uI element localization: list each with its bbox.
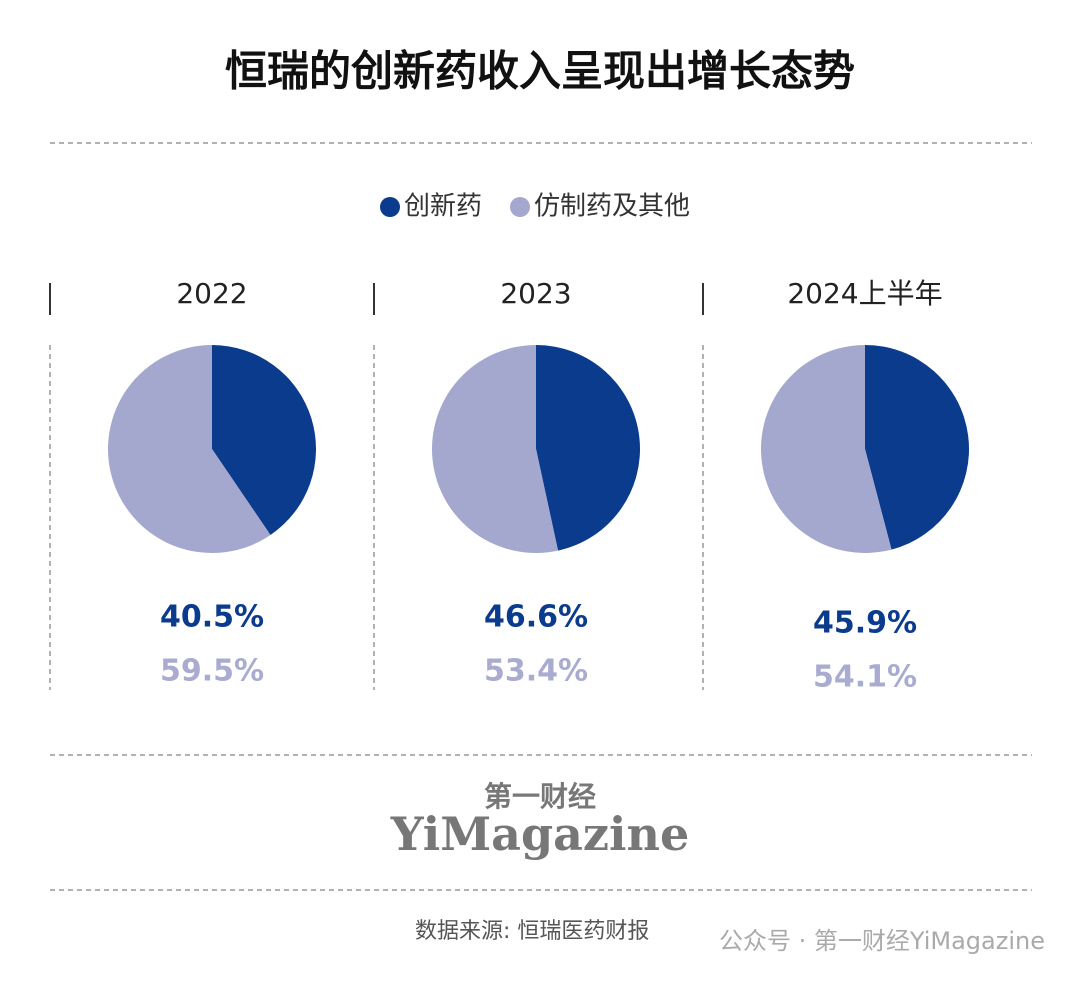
legend-marker bbox=[510, 197, 530, 217]
value-label: 53.4% bbox=[484, 654, 588, 689]
pie-slice bbox=[761, 345, 892, 553]
value-label: 45.9% bbox=[813, 606, 917, 641]
pie-slice bbox=[865, 345, 970, 550]
source: 数据来源: 恒瑞医药财报 bbox=[415, 919, 649, 944]
pie-slice bbox=[107, 345, 271, 553]
brand-name: 第一财经 bbox=[484, 780, 596, 813]
chart-title: 恒瑞的创新药收入呈现出增长态势 bbox=[225, 47, 855, 96]
brand-logo: YiMagazine bbox=[390, 807, 690, 861]
pie-title: 2022 bbox=[176, 277, 247, 310]
value-label: 46.6% bbox=[484, 600, 588, 635]
pie-slice bbox=[212, 345, 316, 536]
pie-title: 2023 bbox=[500, 277, 571, 310]
pie-title: 2024上半年 bbox=[787, 277, 942, 310]
pie-slice bbox=[431, 345, 559, 553]
legend-label: 仿制药及其他 bbox=[534, 192, 690, 222]
value-label: 59.5% bbox=[160, 654, 264, 689]
legend-label: 创新药 bbox=[404, 192, 482, 222]
value-label: 54.1% bbox=[813, 660, 917, 695]
legend-marker bbox=[380, 197, 400, 217]
pie-slice bbox=[536, 345, 640, 551]
value-label: 40.5% bbox=[160, 600, 264, 635]
watermark: 公众号 · 第一财经YiMagazine bbox=[719, 927, 1045, 955]
